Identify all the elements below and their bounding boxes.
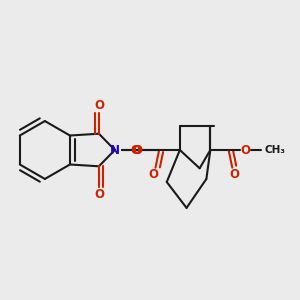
- Text: O: O: [94, 99, 104, 112]
- Text: O: O: [230, 169, 240, 182]
- Text: O: O: [94, 188, 104, 201]
- Text: N: N: [110, 143, 120, 157]
- Text: O: O: [240, 143, 250, 157]
- Text: O: O: [130, 143, 140, 157]
- Text: O: O: [132, 143, 142, 157]
- Text: O: O: [148, 169, 158, 182]
- Text: CH₃: CH₃: [265, 145, 286, 155]
